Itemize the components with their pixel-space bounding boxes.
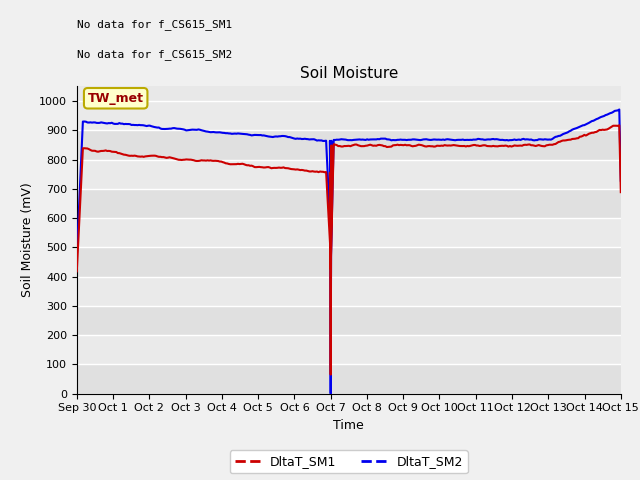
DltaT_SM2 [305,137,313,143]
DltaT_SM1 [196,158,204,164]
DltaT_SM1 [327,372,335,377]
Bar [77,306,621,335]
X-axis label: Time: Time [333,419,364,432]
DltaT_SM2 [486,137,494,143]
Text: TW_met: TW_met [88,92,144,105]
Bar [77,130,621,159]
DltaT_SM1 [616,122,623,128]
Legend: DltaT_SM1, DltaT_SM2: DltaT_SM1, DltaT_SM2 [230,450,468,473]
Text: No data for f_CS615_SM2: No data for f_CS615_SM2 [77,49,232,60]
Line: DltaT_SM1: DltaT_SM1 [77,125,621,374]
Line: DltaT_SM2: DltaT_SM2 [77,109,621,394]
DltaT_SM2 [616,107,623,112]
Bar [77,276,621,306]
Bar [77,218,621,247]
DltaT_SM2 [196,127,204,132]
Bar [77,189,621,218]
Bar [77,159,621,189]
DltaT_SM2 [126,121,134,127]
DltaT_SM2 [617,178,625,183]
DltaT_SM1 [486,144,494,149]
DltaT_SM1 [102,147,109,153]
DltaT_SM1 [305,168,313,174]
Y-axis label: Soil Moisture (mV): Soil Moisture (mV) [20,182,33,298]
Bar [77,335,621,364]
Bar [77,364,621,394]
Bar [77,101,621,130]
DltaT_SM1 [617,189,625,195]
DltaT_SM1 [126,153,134,159]
DltaT_SM1 [73,268,81,274]
DltaT_SM2 [73,254,81,260]
DltaT_SM2 [207,129,214,135]
DltaT_SM2 [102,120,109,126]
Title: Soil Moisture: Soil Moisture [300,66,398,81]
DltaT_SM1 [207,157,214,163]
Text: No data for f_CS615_SM1: No data for f_CS615_SM1 [77,19,232,30]
DltaT_SM2 [327,391,335,396]
Bar [77,247,621,276]
